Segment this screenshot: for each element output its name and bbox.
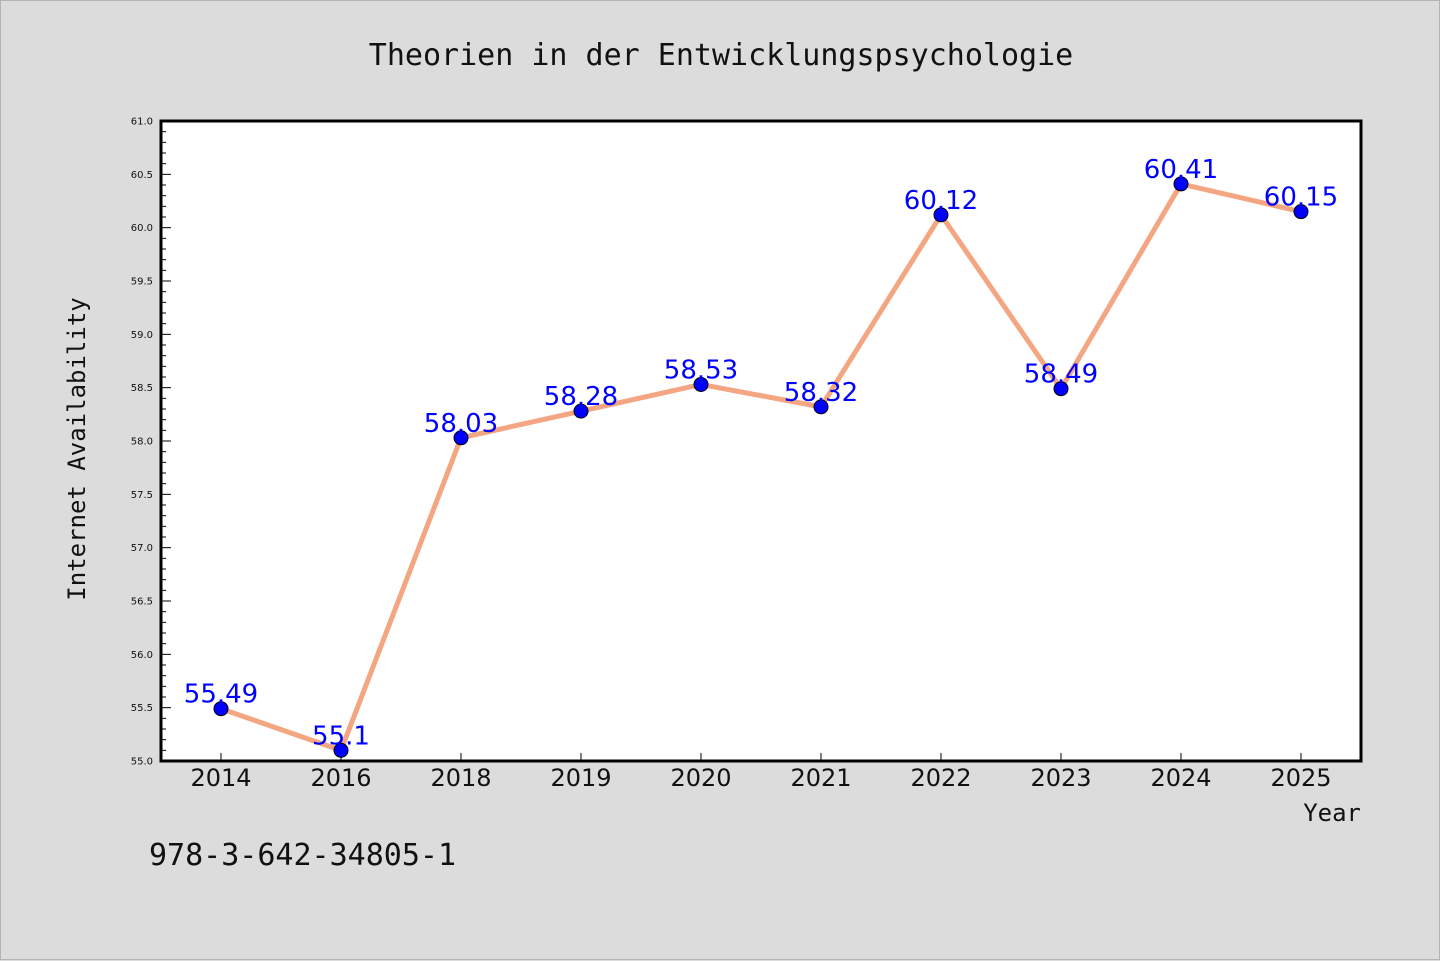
data-label: 58.32: [784, 378, 858, 408]
x-axis-title: Year: [1303, 799, 1361, 827]
y-tick-label: 57.5: [131, 490, 153, 501]
plot-area: [161, 121, 1361, 761]
x-tick-label: 2022: [910, 764, 971, 792]
y-tick-label: 55.5: [131, 703, 153, 714]
x-tick-label: 2016: [310, 764, 371, 792]
data-point-marker: [1293, 204, 1309, 220]
data-point-marker: [453, 430, 469, 446]
x-tick-label: 2020: [670, 764, 731, 792]
data-point-marker: [573, 403, 589, 419]
y-axis-ticks: 55.0 55.5 56.0 56.5 57.0 57.5 58.0 58.5 59.0 59.5…: [131, 117, 171, 768]
data-point-marker: [333, 742, 349, 758]
footnote-isbn: 978-3-642-34805-1: [149, 838, 456, 873]
x-tick-label: 2024: [1150, 764, 1211, 792]
data-label: 58.28: [544, 382, 618, 412]
data-label: 58.49: [1024, 360, 1098, 390]
y-tick-label: 61.0: [131, 117, 153, 128]
plot-frame: [159, 119, 1363, 763]
data-label: 55.49: [184, 680, 258, 710]
y-tick-label: 60.5: [131, 170, 153, 181]
series-line-group: [213, 176, 1309, 758]
x-tick-label: 2021: [790, 764, 851, 792]
data-label: 60.41: [1144, 155, 1218, 185]
data-labels-group: 55.49 55.1 58.03 58.28 58.53 58.32 60.12 58.49 6…: [184, 155, 1338, 751]
x-axis-ticks: 2014 2016 2018 2019 2020 2021 2022 2023 2024 2025: [190, 753, 1332, 792]
x-tick-label: 2025: [1270, 764, 1331, 792]
data-point-marker: [1173, 176, 1189, 192]
data-point-marker: [213, 701, 229, 717]
data-point-marker: [933, 207, 949, 223]
data-label: 58.03: [424, 409, 498, 439]
y-tick-label: 59.0: [131, 330, 153, 341]
y-tick-label: 57.0: [131, 543, 153, 554]
y-tick-label: 56.0: [131, 650, 153, 661]
data-point-marker: [813, 399, 829, 415]
y-tick-label: 58.0: [131, 437, 153, 448]
data-point-marker: [693, 376, 709, 392]
data-label: 60.15: [1264, 183, 1338, 213]
y-tick-label: 55.0: [131, 757, 153, 768]
series-line: [218, 181, 1304, 753]
data-point-marker: [1053, 381, 1069, 397]
x-tick-label: 2018: [430, 764, 491, 792]
y-axis-title: Internet Availability: [63, 297, 91, 600]
y-tick-label: 59.5: [131, 277, 153, 288]
y-tick-label: 60.0: [131, 223, 153, 234]
chart-title: Theorien in der Entwicklungspsychologie: [369, 38, 1073, 73]
data-label: 55.1: [312, 721, 370, 751]
x-tick-label: 2019: [550, 764, 611, 792]
x-tick-label: 2023: [1030, 764, 1091, 792]
data-label: 58.53: [664, 355, 738, 385]
data-label: 60.12: [904, 186, 978, 216]
x-tick-label: 2014: [190, 764, 251, 792]
y-tick-label: 58.5: [131, 383, 153, 394]
y-tick-label: 56.5: [131, 597, 153, 608]
